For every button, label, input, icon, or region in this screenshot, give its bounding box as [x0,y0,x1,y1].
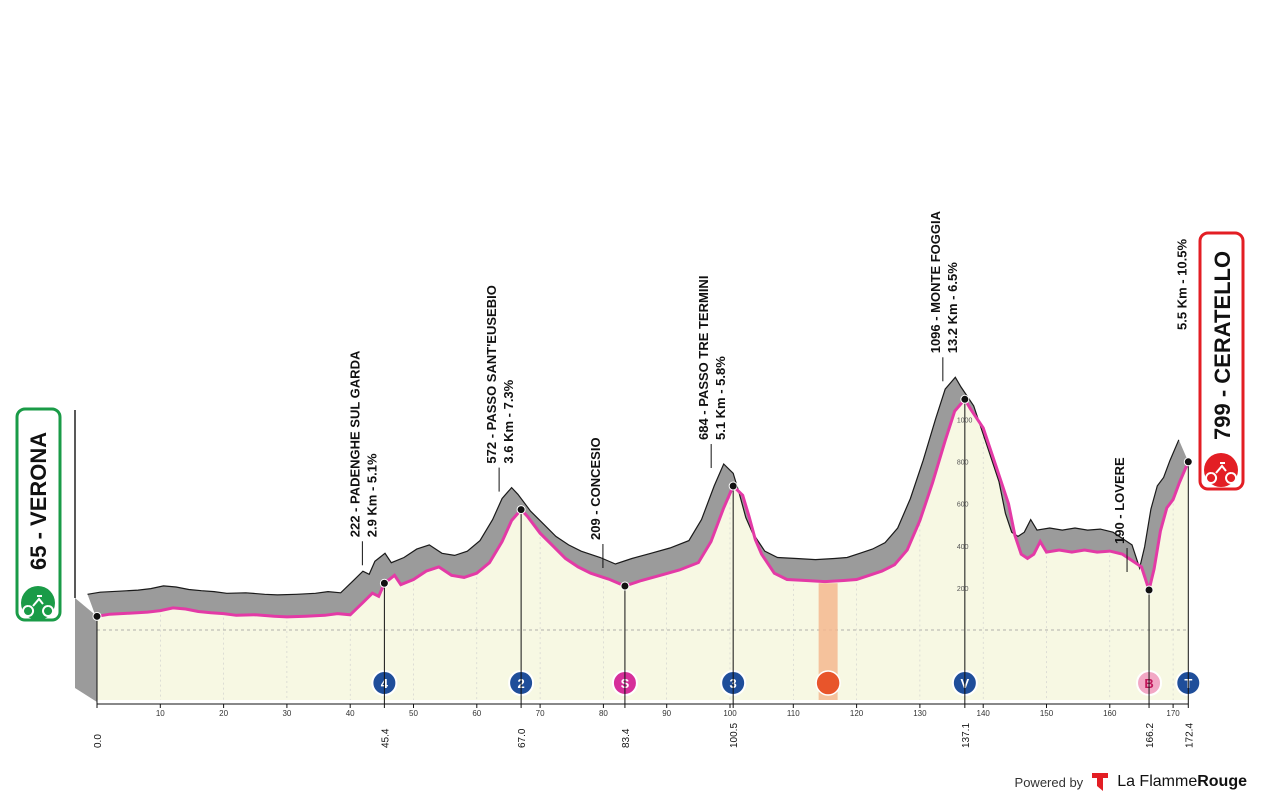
y-tick-label: 400 [957,544,969,551]
x-tick-label: 170 [1166,709,1180,718]
climb-stats: 13.2 Km - 6.5% [945,262,960,353]
point-dot [620,581,630,591]
feed-zone-band [818,583,838,700]
point-distance: 100.5 [729,723,740,748]
climb-name: 1096 - MONTE FOGGIA [928,210,943,353]
x-tick-label: 150 [1040,709,1054,718]
profile-band [87,377,1189,617]
feed-zone [815,583,841,700]
profile-top-line [87,376,1180,596]
point-distance: 83.4 [621,728,632,748]
climb-name: 684 - PASSO TRE TERMINI [696,276,711,440]
profile-base [74,399,1189,702]
finish-label: 799 - CERATELLO [1210,251,1235,440]
finish-banner: 799 - CERATELLO [1198,231,1245,491]
start-label: 65 - VERONA [26,432,51,570]
start-cyclist-icon [21,586,55,620]
climb-name: 209 - CONCESIO [588,437,603,540]
x-tick-label: 20 [219,709,228,718]
x-tick-label: 60 [472,709,481,718]
x-tick-label: 50 [409,709,418,718]
climb-name: 190 - LOVERE [1112,457,1127,544]
x-tick-label: 110 [787,709,800,718]
fork-knife-icon [815,670,841,696]
climb-name: 572 - PASSO SANT'EUSEBIO [484,285,499,463]
climb-name: 222 - PADENGHE SUL GARDA [347,350,362,537]
x-tick-label: 120 [850,709,864,718]
bike-icon [22,595,55,617]
x-tick-label: 90 [662,709,671,718]
x-tick-label: 100 [723,709,737,718]
finish-frame [1198,231,1245,491]
point-dot [728,481,738,491]
climb-stats: 2.9 Km - 5.1% [364,453,379,537]
x-tick-label: 130 [913,709,927,718]
point-distance: 67.0 [517,728,528,748]
x-tick-label: 140 [977,709,991,718]
brand-name-bold: Rouge [1197,773,1247,790]
point-dot [516,505,526,515]
point-dot [1144,585,1154,595]
climb-stats: 5.5 Km - 10.5% [1174,239,1189,330]
climb-stats: 5.1 Km - 5.8% [713,356,728,440]
climb-labels: 222 - PADENGHE SUL GARDA 2.9 Km - 5.1% 572… [347,210,1189,573]
point-dot [960,394,970,404]
point-distance: 166.2 [1145,723,1156,748]
y-tick-label: 800 [957,460,969,467]
x-tick-label: 160 [1103,709,1117,718]
y-tick-label: 1000 [957,418,973,425]
x-tick-label: 10 [156,709,165,718]
grid [97,431,1189,700]
x-tick-label: 70 [536,709,545,718]
profile-base-fill [97,399,1189,700]
x-tick-label: 30 [282,709,291,718]
x-tick-label: 80 [599,709,608,718]
start-banner: 65 - VERONA [15,407,62,622]
elevation-profile [87,376,1190,619]
y-tick-label: 600 [957,502,969,509]
flame-logo-icon [1092,773,1109,791]
point-distance: 137.1 [961,723,972,748]
branding: Powered by La FlammeRouge [1015,772,1247,792]
brand-name: La FlammeRouge [1117,773,1247,791]
profile-line [96,396,1190,619]
point-dot [379,578,389,588]
brand-name-light: La Flamme [1117,773,1198,790]
finish-cyclist-icon [1204,453,1238,487]
climb-stats: 3.6 Km - 7.3% [501,379,516,463]
y-axis: 200 400 600 800 1000 [957,418,973,593]
point-distance: 45.4 [380,728,391,748]
x-tick-label: 40 [346,709,355,718]
powered-by-text: Powered by [1014,774,1084,790]
point-dot [92,611,102,621]
point-dot [1183,457,1193,467]
left-wall [75,598,97,702]
x-axis: 10 20 30 40 50 60 70 80 90 100 110 120 130 140 150 160 1… [97,703,1189,718]
y-tick-label: 200 [957,586,969,593]
finish-bike-icon [1205,462,1238,484]
point-distance: 0.0 [93,734,104,748]
point-distance: 172.4 [1184,723,1195,748]
start-frame [15,407,62,622]
point-distances: 0.0 45.4 67.0 83.4 100.5 137.1 166.2 172.4 [92,394,1195,748]
